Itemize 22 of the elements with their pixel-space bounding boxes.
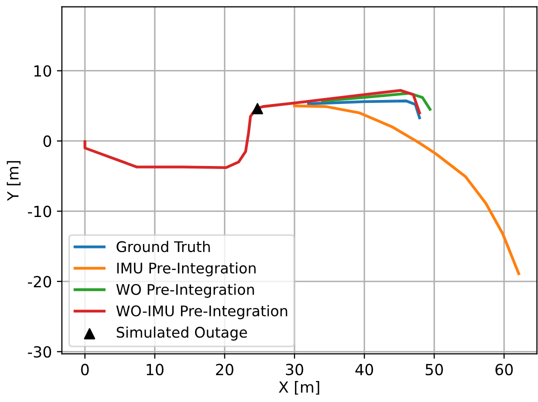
legend-label: Ground Truth — [116, 240, 210, 252]
legend-label: WO-IMU Pre-Integration — [116, 305, 288, 320]
x-tick-label: 50 — [426, 364, 443, 376]
line-series — [84, 89, 421, 170]
x-tick-label: 60 — [495, 364, 513, 376]
line-series — [307, 100, 421, 120]
x-tick-label: 10 — [146, 364, 164, 376]
legend-label: IMU Pre-Integration — [117, 262, 256, 276]
x-tick-label: 0 — [81, 364, 89, 376]
line-series — [293, 104, 520, 276]
y-tick-label: 10 — [34, 65, 52, 77]
legend-label: WO Pre-Integration — [116, 284, 254, 298]
y-axis-title: Y [m] — [6, 161, 20, 201]
y-tick-label: -10 — [28, 206, 52, 218]
x-tick-label: 40 — [355, 364, 374, 376]
legend-label: Simulated Outage — [116, 326, 247, 341]
y-tick-label: 0 — [43, 135, 52, 147]
x-tick-label: 30 — [286, 364, 304, 376]
y-tick-label: -30 — [28, 346, 52, 358]
x-axis-title: X [m] — [278, 381, 320, 395]
y-tick-label: -20 — [28, 276, 52, 288]
x-tick-label: 20 — [216, 364, 234, 376]
